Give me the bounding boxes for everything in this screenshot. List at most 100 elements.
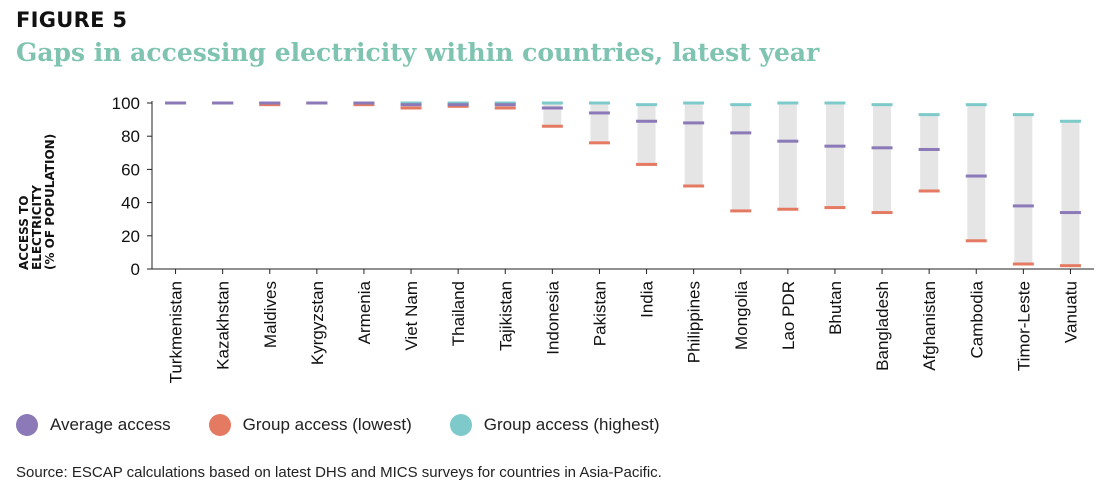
average-marker <box>212 101 234 105</box>
range-bar <box>684 103 703 186</box>
range-bar <box>590 103 609 143</box>
average-marker <box>636 119 658 123</box>
average-marker <box>1012 204 1034 208</box>
lowest-marker <box>494 106 516 110</box>
lowest-marker <box>683 184 705 188</box>
legend: Average access Group access (lowest) Gro… <box>16 414 698 436</box>
highest-marker <box>777 101 799 105</box>
average-marker <box>824 144 846 148</box>
category-label: Bangladesh <box>873 281 892 371</box>
legend-label-highest: Group access (highest) <box>483 415 660 434</box>
range-bar <box>873 104 892 213</box>
category-label: Lao PDR <box>779 281 798 350</box>
y-tick-label: 80 <box>121 127 140 146</box>
average-marker <box>588 111 610 115</box>
lowest-marker <box>1059 264 1081 268</box>
lowest-marker <box>777 207 799 211</box>
average-marker <box>306 101 328 105</box>
legend-swatch-average <box>16 414 38 436</box>
lowest-marker <box>730 209 752 213</box>
average-marker <box>447 103 469 107</box>
highest-marker <box>683 101 705 105</box>
category-label: Turkmenistan <box>167 281 186 383</box>
category-label: Afghanistan <box>920 281 939 371</box>
range-bar <box>637 104 656 165</box>
category-label: Mongolia <box>732 280 751 350</box>
lowest-marker <box>353 103 375 107</box>
category-label: Viet Nam <box>402 281 421 351</box>
range-bar <box>731 104 750 211</box>
chart-title: Gaps in accessing electricity within cou… <box>16 38 820 67</box>
category-label: Kazakhstan <box>214 281 233 370</box>
category-label: Armenia <box>355 280 374 344</box>
average-marker <box>1059 211 1081 215</box>
highest-marker <box>1059 119 1081 123</box>
average-marker <box>730 131 752 135</box>
highest-marker <box>965 103 987 107</box>
average-marker <box>871 146 893 150</box>
category-label: Bhutan <box>826 281 845 335</box>
y-tick-label: 20 <box>121 227 140 246</box>
category-label: Thailand <box>449 281 468 346</box>
legend-item-average: Average access <box>16 414 171 436</box>
category-label: Philippines <box>685 281 704 363</box>
highest-marker <box>871 103 893 107</box>
legend-swatch-lowest <box>208 414 231 436</box>
legend-label-lowest: Group access (lowest) <box>242 415 412 434</box>
lowest-marker <box>541 124 563 128</box>
category-label: Timor-Leste <box>1014 281 1033 371</box>
average-marker <box>165 101 187 105</box>
lowest-marker <box>918 189 940 193</box>
category-label: Cambodia <box>967 280 986 358</box>
legend-label-average: Average access <box>50 415 171 434</box>
average-marker <box>400 103 422 107</box>
lowest-marker <box>1012 262 1034 266</box>
category-label: Indonesia <box>543 280 562 354</box>
highest-marker <box>541 101 563 105</box>
range-bar <box>1061 121 1080 266</box>
source-note: Source: ESCAP calculations based on late… <box>16 464 662 481</box>
range-bar <box>778 103 797 210</box>
lowest-marker <box>871 211 893 215</box>
y-tick-label: 0 <box>131 260 140 279</box>
average-marker <box>918 147 940 151</box>
category-label: India <box>638 280 657 317</box>
average-marker <box>494 103 516 107</box>
category-label: Kyrgyzstan <box>308 281 327 365</box>
lowest-marker <box>400 106 422 110</box>
y-tick-label: 60 <box>121 160 140 179</box>
y-tick-label: 100 <box>112 94 140 113</box>
lowest-marker <box>259 103 281 107</box>
average-marker <box>965 174 987 178</box>
range-bar <box>1014 114 1033 265</box>
lowest-marker <box>824 206 846 210</box>
legend-swatch-highest <box>449 414 472 436</box>
average-marker <box>353 101 375 105</box>
highest-marker <box>494 101 516 105</box>
highest-marker <box>400 101 422 105</box>
category-label: Pakistan <box>590 281 609 346</box>
range-bar <box>967 104 986 241</box>
lowest-marker <box>447 104 469 108</box>
lowest-marker <box>588 141 610 145</box>
highest-marker <box>918 113 940 117</box>
highest-marker <box>447 101 469 105</box>
category-label: Maldives <box>261 281 280 348</box>
average-marker <box>683 121 705 125</box>
average-marker <box>777 139 799 143</box>
lowest-marker <box>636 162 658 166</box>
lowest-marker <box>965 239 987 243</box>
range-bar <box>825 103 844 208</box>
highest-marker <box>1012 113 1034 117</box>
y-tick-label: 40 <box>121 194 140 213</box>
figure-label: FIGURE 5 <box>16 8 128 32</box>
highest-marker <box>730 103 752 107</box>
range-bar <box>920 114 939 191</box>
average-marker <box>541 106 563 110</box>
highest-marker <box>824 101 846 105</box>
highest-marker <box>636 103 658 107</box>
range-chart: 0 20 40 60 80 100 Turkmenistan Kazakhstan Maldiv… <box>112 94 1094 383</box>
category-label: Vanuatu <box>1061 281 1080 343</box>
category-label: Tajikistan <box>496 281 515 351</box>
average-marker <box>259 101 281 105</box>
